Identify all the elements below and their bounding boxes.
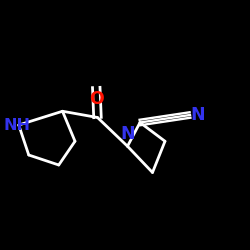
Text: O: O	[89, 90, 104, 108]
Text: N: N	[120, 125, 135, 143]
Text: N: N	[190, 106, 205, 124]
Text: NH: NH	[4, 118, 31, 132]
